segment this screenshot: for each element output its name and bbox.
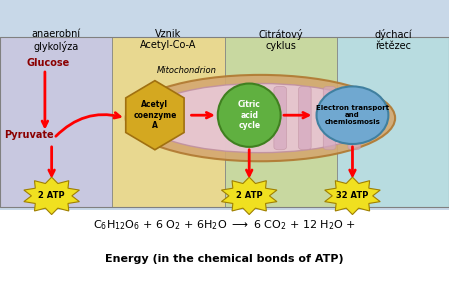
Polygon shape: [325, 177, 380, 215]
Polygon shape: [126, 81, 184, 150]
Text: Vznik
Acetyl-Co-A: Vznik Acetyl-Co-A: [140, 29, 197, 50]
Text: Citric
acid
cycle: Citric acid cycle: [238, 100, 260, 130]
FancyBboxPatch shape: [337, 37, 449, 207]
Text: dýchací
řetězec: dýchací řetězec: [374, 29, 412, 51]
Polygon shape: [221, 177, 277, 215]
Text: Glucose: Glucose: [27, 58, 70, 68]
Ellipse shape: [126, 75, 395, 161]
FancyBboxPatch shape: [348, 86, 361, 150]
FancyBboxPatch shape: [224, 37, 337, 207]
Text: Citrátový
cyklus: Citrátový cyklus: [258, 29, 303, 51]
Text: Mitochondrion: Mitochondrion: [156, 66, 216, 75]
Text: $\mathregular{C_6H_{12}O_6}$ + 6 O$_2$ + 6H$_2$O $\longrightarrow$ 6 CO$_2$ + 12: $\mathregular{C_6H_{12}O_6}$ + 6 O$_2$ +…: [93, 218, 356, 232]
FancyBboxPatch shape: [274, 86, 286, 150]
FancyBboxPatch shape: [0, 37, 112, 207]
Text: 2 ATP: 2 ATP: [236, 191, 263, 200]
Ellipse shape: [317, 86, 388, 144]
Text: Electron transport
and
chemiosmosis: Electron transport and chemiosmosis: [316, 105, 389, 125]
FancyBboxPatch shape: [112, 37, 224, 207]
Text: Pyruvate: Pyruvate: [4, 130, 54, 140]
Text: Acetyl
coenzyme
A: Acetyl coenzyme A: [133, 100, 176, 130]
Text: Energy (in the chemical bonds of ATP): Energy (in the chemical bonds of ATP): [105, 254, 344, 264]
Text: 2 ATP: 2 ATP: [38, 191, 65, 200]
FancyBboxPatch shape: [299, 86, 311, 150]
FancyBboxPatch shape: [0, 210, 449, 288]
Ellipse shape: [142, 84, 379, 153]
Ellipse shape: [218, 84, 281, 147]
Polygon shape: [24, 177, 79, 215]
Text: 32 ATP: 32 ATP: [336, 191, 369, 200]
FancyBboxPatch shape: [323, 86, 336, 150]
Text: anaerobní
glykolýza: anaerobní glykolýza: [31, 29, 81, 52]
